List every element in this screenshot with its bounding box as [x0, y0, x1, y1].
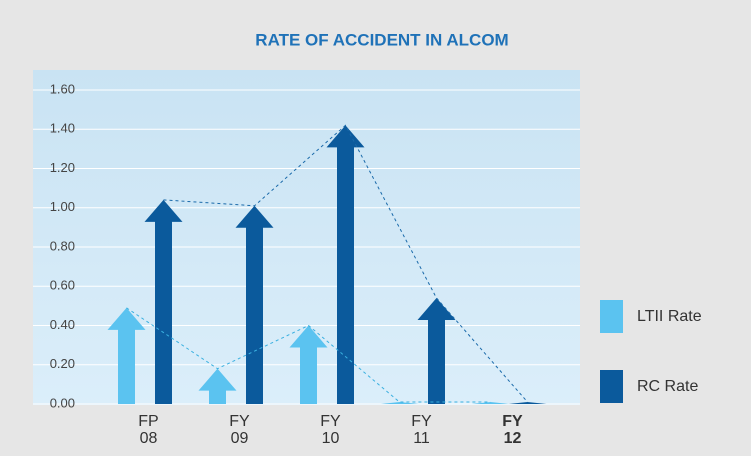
arrow-bar [326, 125, 365, 404]
y-tick-label: 1.20 [50, 160, 75, 175]
y-tick-label: 0.00 [50, 395, 75, 410]
chart-title: RATE OF ACCIDENT IN ALCOM [255, 30, 508, 49]
y-tick-label: 1.40 [50, 121, 75, 136]
x-tick-label: FP [138, 413, 158, 430]
arrow-bar [289, 325, 328, 404]
arrow-bar [144, 199, 183, 404]
legend-label: RC Rate [637, 378, 698, 395]
x-tick-label: FY [502, 413, 523, 430]
legend-label: LTII Rate [637, 308, 702, 325]
trend-line [163, 124, 528, 403]
arrow-bar [471, 402, 510, 404]
legend-swatch [600, 370, 623, 403]
arrow-bar [198, 368, 237, 404]
x-tick-label: 08 [140, 430, 158, 447]
legend-swatch [600, 300, 623, 333]
x-tick-label: 11 [413, 430, 430, 447]
x-tick-label: 09 [231, 430, 249, 447]
y-tick-label: 0.80 [50, 238, 75, 253]
y-tick-label: 0.60 [50, 278, 75, 293]
y-tick-label: 0.20 [50, 356, 75, 371]
y-tick-label: 0.40 [50, 317, 75, 332]
arrow-bar [508, 402, 547, 404]
arrow-bar [380, 402, 419, 404]
x-tick-label: FY [411, 413, 432, 430]
arrow-bar [107, 307, 146, 404]
trend-line [126, 307, 491, 403]
x-tick-label: FY [320, 413, 341, 430]
y-tick-label: 1.00 [50, 199, 75, 214]
arrow-bar [235, 205, 274, 404]
x-tick-label: FY [229, 413, 250, 430]
x-tick-label: 10 [322, 430, 340, 447]
arrow-bar [417, 298, 456, 404]
x-tick-label: 12 [504, 430, 522, 447]
y-tick-label: 1.60 [50, 81, 75, 96]
